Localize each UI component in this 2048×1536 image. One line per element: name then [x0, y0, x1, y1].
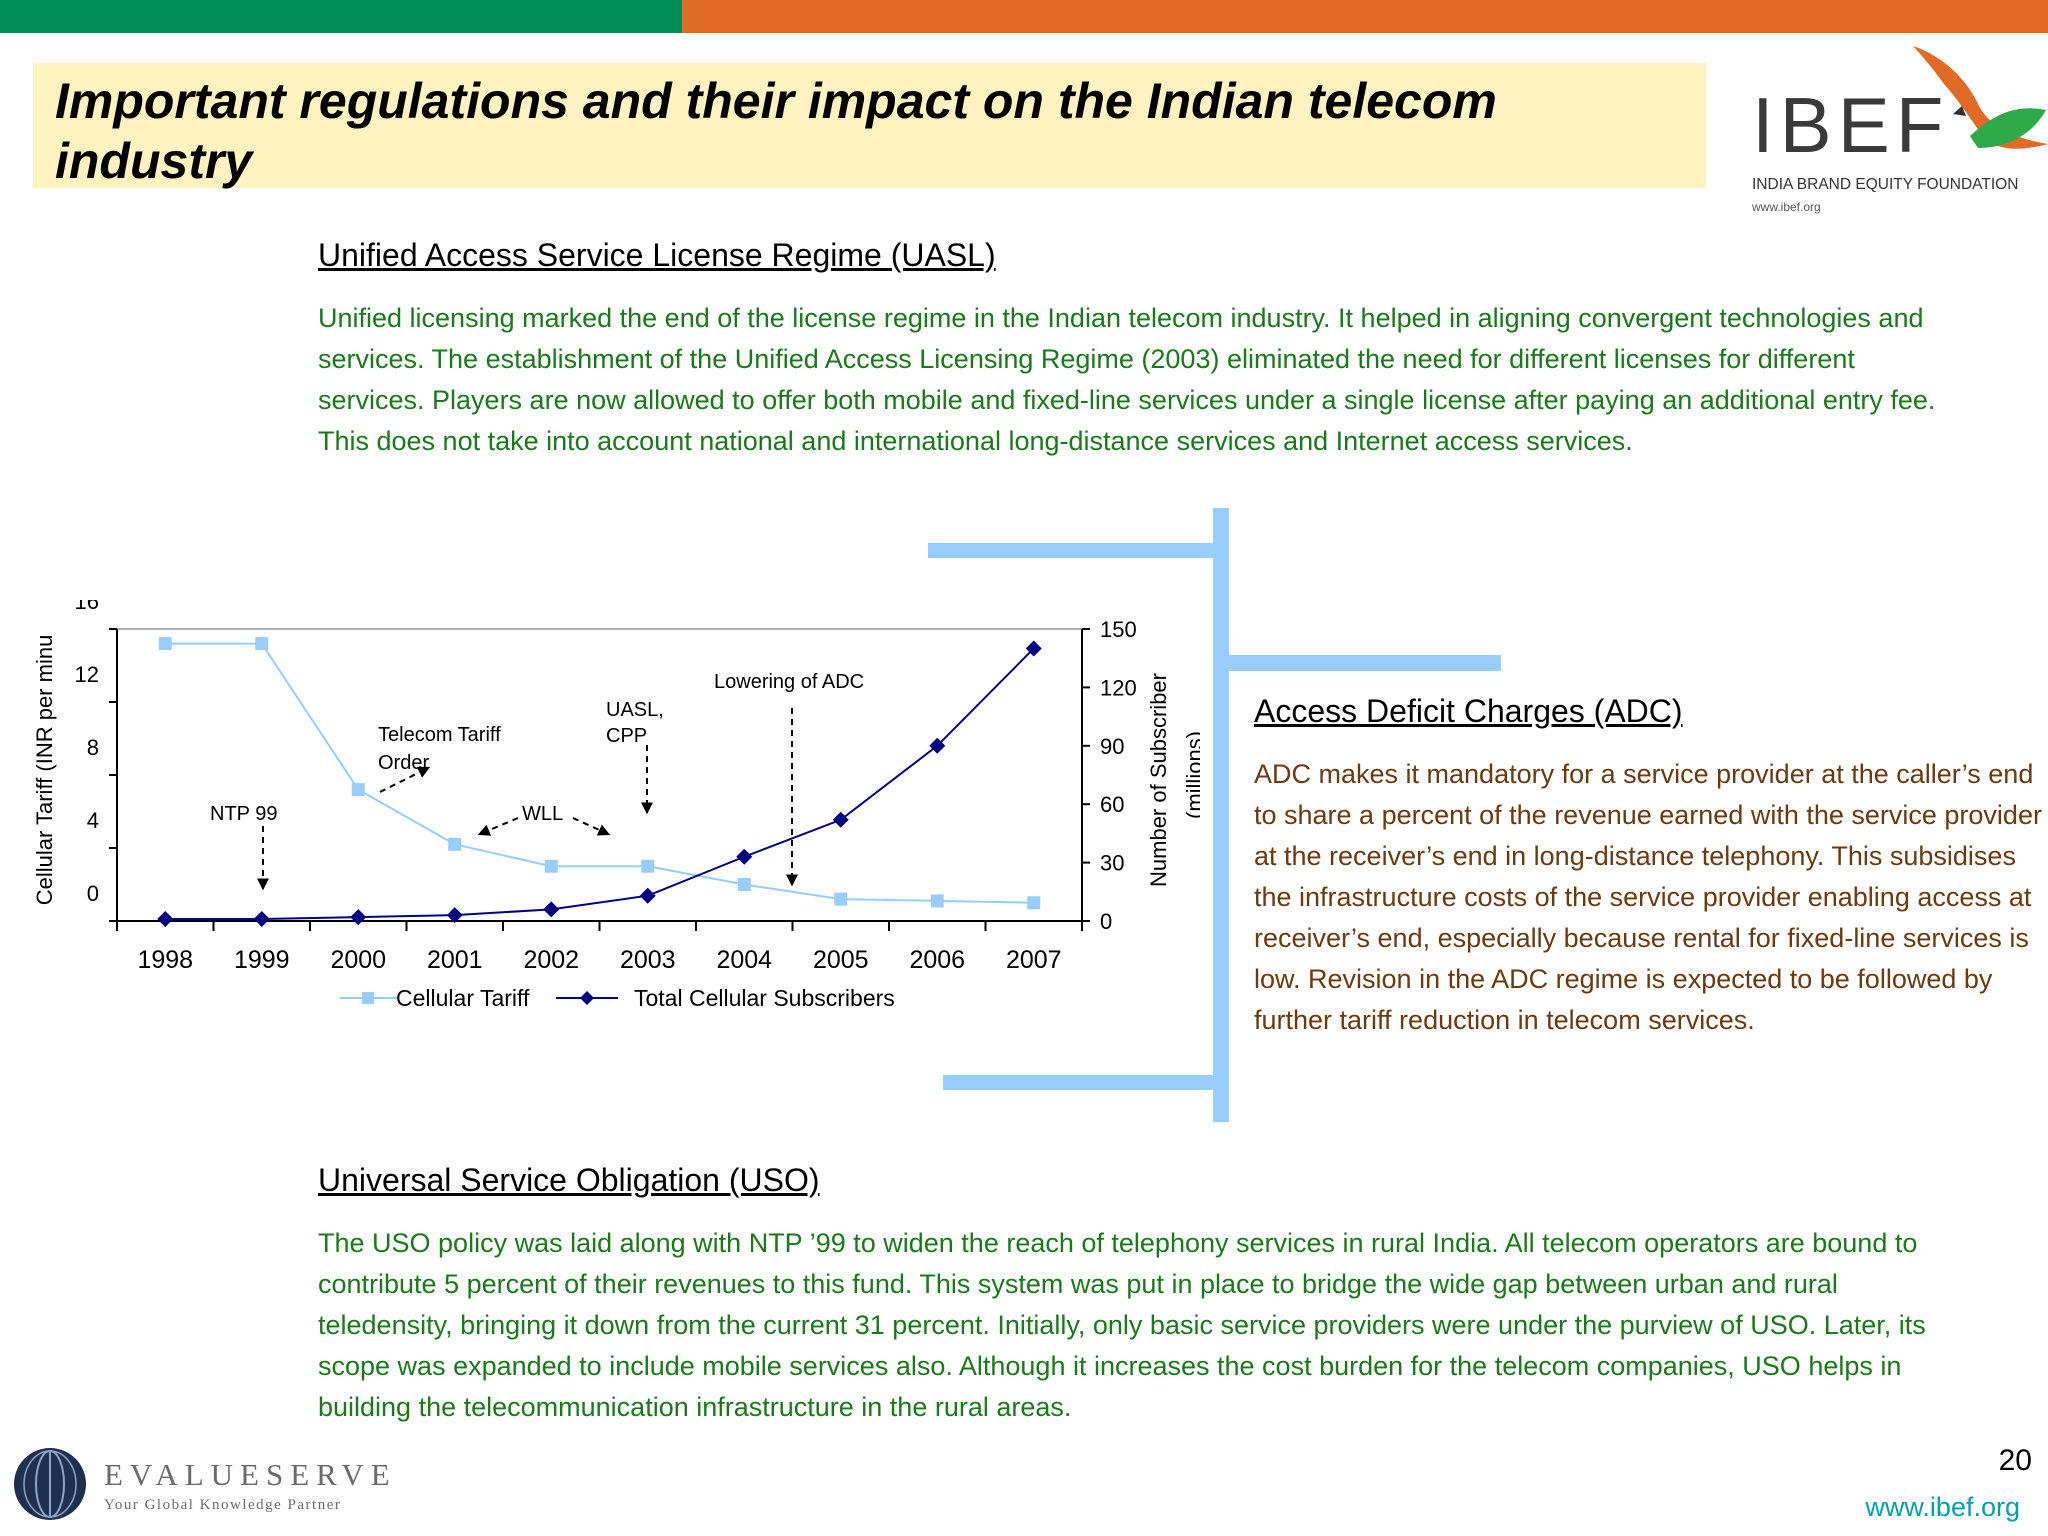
- xtick-label: 2006: [909, 946, 965, 974]
- uso-title: Universal Service Obligation (USO): [318, 1162, 820, 1198]
- subscribers-point: [446, 907, 463, 924]
- tariff-point: [544, 859, 558, 873]
- legend-label-subscribers: Total Cellular Subscribers: [634, 985, 895, 1011]
- legend-marker-tariff: [362, 992, 374, 1004]
- logo-url: www.ibef.org: [1751, 200, 1821, 214]
- ytick-label-right: 60: [1100, 792, 1124, 817]
- uasl-text: Unified licensing marked the end of the …: [318, 303, 1936, 456]
- annotation-ntp: NTP 99: [210, 803, 277, 825]
- xtick-label: 2002: [523, 946, 579, 974]
- ytick-label-left: 12: [75, 662, 99, 687]
- page-title: Important regulations and their impact o…: [55, 73, 1497, 189]
- subscribers-point: [543, 901, 560, 918]
- subscribers-point: [1025, 640, 1042, 657]
- uso-text: The USO policy was laid along with NTP ’…: [318, 1228, 1926, 1422]
- annotation-tto-line2: Order: [378, 752, 429, 774]
- footer-url[interactable]: www.ibef.org: [1865, 1492, 2020, 1522]
- ytick-label-left: 4: [87, 808, 99, 833]
- subscribers-line: [165, 647, 1035, 921]
- deco-bar: [1229, 655, 1501, 671]
- ylabel-right-line2: (millions): [1182, 731, 1200, 819]
- subscribers-point: [350, 909, 367, 926]
- tariff-point: [834, 892, 848, 906]
- annotation-wll: WLL: [522, 803, 563, 825]
- tariff-point: [448, 837, 462, 851]
- adc-text: ADC makes it mandatory for a service pro…: [1254, 759, 2042, 1035]
- ylabel-left: Cellular Tariff (INR per minu: [32, 635, 57, 906]
- tariff-subscribers-chart: 0 4 8 12 16 0 30 60 90 120 150 1998 1999 2000 2001 2002…: [32, 600, 1200, 1011]
- subscribers-point: [253, 911, 270, 928]
- legend-marker-subscribers: [580, 991, 594, 1005]
- top-bar-orange: [682, 0, 2048, 33]
- xtick-label: 1999: [234, 946, 290, 974]
- uasl-title: Unified Access Service License Regime (U…: [318, 237, 996, 273]
- xtick-label: 2001: [427, 946, 483, 974]
- ibef-logo: IBEF INDIA BRAND EQUITY FOUNDATION www.i…: [1751, 46, 2048, 214]
- ytick-label-right: 120: [1100, 675, 1137, 700]
- subscribers-point: [736, 848, 753, 865]
- annotation-adc: Lowering of ADC: [714, 671, 864, 693]
- tariff-point: [930, 894, 944, 908]
- deco-bar: [928, 543, 1228, 558]
- tariff-point: [351, 783, 365, 797]
- ytick-label-left: 16: [75, 600, 99, 614]
- tariff-point: [255, 637, 269, 651]
- ytick-label-left: 0: [87, 881, 99, 906]
- ytick-label-right: 150: [1100, 617, 1137, 642]
- ylabel-right-line1: Number of Subscriber: [1146, 673, 1171, 887]
- title-banner: Important regulations and their impact o…: [33, 63, 1706, 189]
- subscribers-point: [157, 911, 174, 928]
- subscribers-point: [639, 887, 656, 904]
- xtick-label: 2005: [813, 946, 869, 974]
- xtick-label: 2003: [620, 946, 676, 974]
- annotation-uasl-line1: UASL,: [606, 699, 664, 721]
- tariff-point: [737, 878, 751, 891]
- logo-text: IBEF: [1752, 81, 1949, 169]
- xtick-label: 1998: [137, 946, 193, 974]
- deco-bar: [943, 1075, 1213, 1090]
- annotation-tto-line1: Telecom Tariff: [378, 724, 501, 746]
- tariff-point: [158, 637, 172, 651]
- ytick-label-right: 0: [1100, 909, 1112, 934]
- legend-label-tariff: Cellular Tariff: [396, 985, 530, 1011]
- evalueserve-tagline: Your Global Knowledge Partner: [104, 1497, 341, 1513]
- page-number: 20: [1998, 1444, 2032, 1477]
- chart-legend: Cellular Tariff Total Cellular Subscribe…: [340, 985, 895, 1011]
- ytick-label-right: 90: [1100, 734, 1124, 759]
- xtick-label: 2000: [330, 946, 386, 974]
- ytick-label-left: 8: [87, 735, 99, 760]
- subscribers-point: [832, 811, 849, 828]
- top-bar-green: [0, 0, 682, 33]
- subscribers-point: [929, 737, 946, 754]
- ytick-label-right: 30: [1100, 851, 1124, 876]
- logo-subtitle: INDIA BRAND EQUITY FOUNDATION: [1752, 176, 2018, 193]
- adc-title: Access Deficit Charges (ADC): [1254, 693, 1683, 729]
- tariff-point: [1027, 896, 1041, 910]
- deco-bar: [1213, 508, 1229, 1122]
- tariff-point: [641, 859, 655, 873]
- xtick-label: 2007: [1006, 946, 1062, 974]
- evalueserve-name: EVALUESERVE: [104, 1457, 397, 1492]
- bird-icon: [1913, 46, 2048, 149]
- annotation-uasl-line2: CPP: [606, 725, 647, 747]
- tariff-line: [165, 642, 1034, 904]
- xtick-label: 2004: [716, 946, 772, 974]
- evalueserve-logo: EVALUESERVE Your Global Knowledge Partne…: [14, 1448, 397, 1520]
